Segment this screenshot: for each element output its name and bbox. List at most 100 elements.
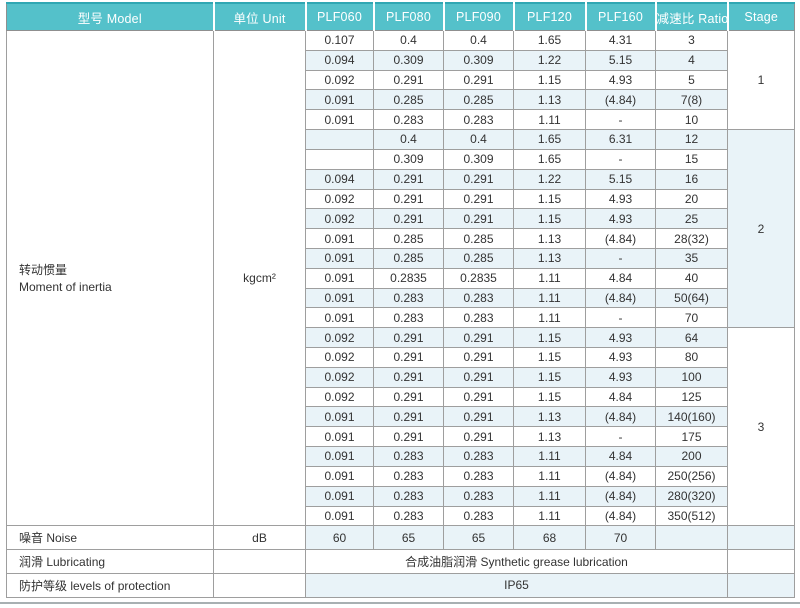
inertia-value-cell: 0.285	[443, 247, 514, 269]
ratio-cell: 100	[655, 366, 728, 388]
noise-row: 噪音 Noise dB 60 65 65 68 70	[6, 525, 795, 551]
inertia-value-cell: -	[585, 426, 656, 448]
inertia-value-cell: 0.092	[305, 208, 374, 230]
inertia-value-cell: 1.11	[513, 465, 586, 487]
inertia-value-cell: 0.4	[373, 30, 444, 51]
column-header-ratio: 减速比 Ratio	[654, 2, 729, 31]
inertia-value-cell: 0.283	[373, 109, 444, 131]
protection-label-cell: 防护等级 levels of protection	[6, 572, 214, 599]
inertia-value-cell: 0.092	[305, 69, 374, 91]
inertia-value-cell: 0.291	[443, 327, 514, 348]
table-row: 0.094 0.309 0.309 1.22 5.15 4	[7, 49, 795, 71]
ratio-cell: 175	[655, 426, 728, 448]
inertia-value-cell: 0.091	[305, 426, 374, 448]
column-header-unit: 单位 Unit	[212, 2, 307, 31]
protection-stage-cell	[727, 572, 795, 599]
ratio-cell: 25	[655, 208, 728, 230]
table-row: 0.091 0.283 0.283 1.11 4.84 200	[7, 446, 795, 467]
inertia-value-cell: 5.15	[585, 168, 656, 190]
inertia-value-cell: 0.309	[373, 49, 444, 71]
ratio-cell: 70	[655, 307, 728, 329]
inertia-value-cell: 0.091	[305, 406, 374, 428]
column-header-model: 型号 Model	[6, 2, 215, 31]
inertia-value-cell: 4.84	[585, 267, 656, 289]
table-row: 0.092 0.291 0.291 1.15 4.93 25	[7, 208, 795, 230]
inertia-value-cell: 1.15	[513, 366, 586, 388]
ratio-cell: 80	[655, 347, 728, 368]
ratio-cell: 20	[655, 188, 728, 210]
ratio-cell: 200	[655, 446, 728, 467]
inertia-value-cell: 0.091	[305, 287, 374, 309]
table-row: 0.092 0.291 0.291 1.15 4.93 80	[7, 347, 795, 368]
inertia-value-cell: 0.283	[373, 287, 444, 309]
ratio-cell: 15	[655, 148, 728, 170]
column-header-plf060: PLF060	[304, 2, 375, 31]
inertia-value-cell: 0.283	[443, 505, 514, 527]
inertia-value-cell: 0.4	[373, 129, 444, 150]
inertia-label-cell: 转动惯量 Moment of inertia	[6, 29, 214, 527]
inertia-value-cell: 0.283	[443, 446, 514, 467]
table-row: 0.092 0.291 0.291 1.15 4.93 5	[7, 69, 795, 91]
inertia-value-cell: 1.15	[513, 208, 586, 230]
noise-label-cell: 噪音 Noise	[6, 525, 214, 551]
inertia-value-cell: 0.092	[305, 347, 374, 368]
inertia-value-cell: 0.291	[443, 386, 514, 408]
inertia-value-cell: 0.285	[373, 89, 444, 111]
inertia-value-cell: 0.2835	[373, 267, 444, 289]
inertia-value-cell: 0.291	[443, 69, 514, 91]
inertia-value-cell: 1.11	[513, 485, 586, 507]
inertia-value-cell: 0.291	[443, 188, 514, 210]
noise-value-cell: 65	[373, 525, 444, 551]
table-row: 0.092 0.291 0.291 1.15 4.93 64 3	[7, 327, 795, 527]
inertia-value-cell: 0.283	[373, 446, 444, 467]
inertia-value-cell: 0.291	[443, 168, 514, 190]
inertia-value-cell: 4.93	[585, 69, 656, 91]
inertia-value-cell: 0.291	[443, 426, 514, 448]
column-header-plf080: PLF080	[372, 2, 445, 31]
inertia-value-cell: (4.84)	[585, 505, 656, 527]
ratio-cell: 350(512)	[655, 505, 728, 527]
inertia-value-cell: -	[585, 148, 656, 170]
stage-cell: 3	[727, 327, 795, 527]
inertia-value-cell: 0.309	[443, 49, 514, 71]
inertia-value-cell: 0.291	[373, 188, 444, 210]
inertia-value-cell: 0.091	[305, 485, 374, 507]
lubricating-stage-cell	[727, 549, 795, 574]
ratio-cell: 250(256)	[655, 465, 728, 487]
column-header-plf160: PLF160	[584, 2, 657, 31]
inertia-value-cell: 0.091	[305, 446, 374, 467]
inertia-value-cell: 1.15	[513, 69, 586, 91]
inertia-value-cell: 1.22	[513, 168, 586, 190]
inertia-value-cell: 0.091	[305, 228, 374, 249]
ratio-cell: 280(320)	[655, 485, 728, 507]
inertia-value-cell: 1.65	[513, 148, 586, 170]
inertia-label-en: Moment of inertia	[19, 279, 112, 294]
table-row: 0.092 0.291 0.291 1.15 4.93 100	[7, 366, 795, 388]
ratio-cell: 50(64)	[655, 287, 728, 309]
stage-cell: 2	[727, 129, 795, 329]
inertia-value-cell: 6.31	[585, 129, 656, 150]
ratio-cell: 7(8)	[655, 89, 728, 111]
inertia-value-cell: 0.291	[373, 426, 444, 448]
table-row: 0.4 0.4 1.65 6.31 12 2	[7, 129, 795, 329]
ratio-cell: 28(32)	[655, 228, 728, 249]
ratio-cell: 40	[655, 267, 728, 289]
table-body: 转动惯量 Moment of inertia kgcm² 0.107 0.4 0.4 1.6…	[6, 29, 795, 599]
ratio-cell: 140(160)	[655, 406, 728, 428]
table-row: 0.091 0.285 0.285 1.13-35	[7, 247, 795, 269]
inertia-value-cell: 0.285	[443, 228, 514, 249]
gearbox-spec-table: 型号 Model 单位 Unit PLF060 PLF080 PLF090 PLF120 P…	[6, 2, 795, 599]
column-header-stage: Stage	[726, 2, 795, 31]
ratio-cell: 125	[655, 386, 728, 408]
inertia-value-cell: 0.283	[443, 465, 514, 487]
inertia-value-cell: 0.283	[373, 505, 444, 527]
inertia-value-cell: 0.094	[305, 168, 374, 190]
inertia-value-cell: 0.283	[443, 307, 514, 329]
noise-value-cell: 65	[443, 525, 514, 551]
table-row: 0.091 0.283 0.283 1.11 (4.84) 50(64)	[7, 287, 795, 309]
inertia-value-cell: 1.11	[513, 446, 586, 467]
noise-value-cell: 68	[513, 525, 586, 551]
inertia-value-cell: 4.84	[585, 386, 656, 408]
inertia-value-cell: 0.283	[373, 465, 444, 487]
